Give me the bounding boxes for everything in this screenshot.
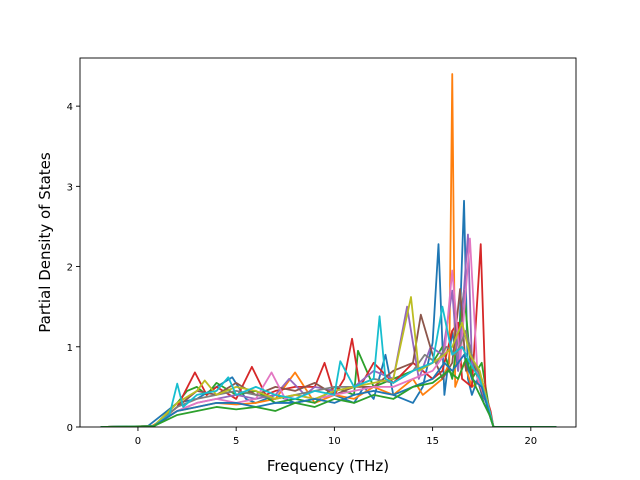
series-line-4 — [100, 243, 557, 427]
x-tick-label: 20 — [524, 436, 537, 447]
series-line-7 — [100, 237, 557, 427]
y-axis-ticks: 0 1 2 3 4 — [67, 102, 80, 434]
y-tick-label: 1 — [67, 343, 73, 354]
x-tick-label: 5 — [233, 436, 239, 447]
series-line-10 — [100, 305, 557, 427]
series-line-9 — [100, 296, 557, 427]
series-line-12 — [100, 357, 557, 427]
x-tick-label: 0 — [135, 436, 141, 447]
x-axis-title: Frequency (THz) — [267, 457, 389, 475]
series-layer — [100, 73, 557, 427]
y-tick-label: 2 — [67, 263, 73, 274]
y-axis-title: Partial Density of States — [36, 152, 54, 333]
y-tick-label: 4 — [67, 102, 73, 113]
y-tick-label: 3 — [67, 182, 73, 193]
y-tick-label: 0 — [67, 423, 73, 434]
x-tick-label: 15 — [426, 436, 439, 447]
x-tick-label: 10 — [328, 436, 341, 447]
plot-area-frame — [79, 57, 577, 428]
x-axis-ticks: 0 5 10 15 20 — [135, 427, 537, 447]
